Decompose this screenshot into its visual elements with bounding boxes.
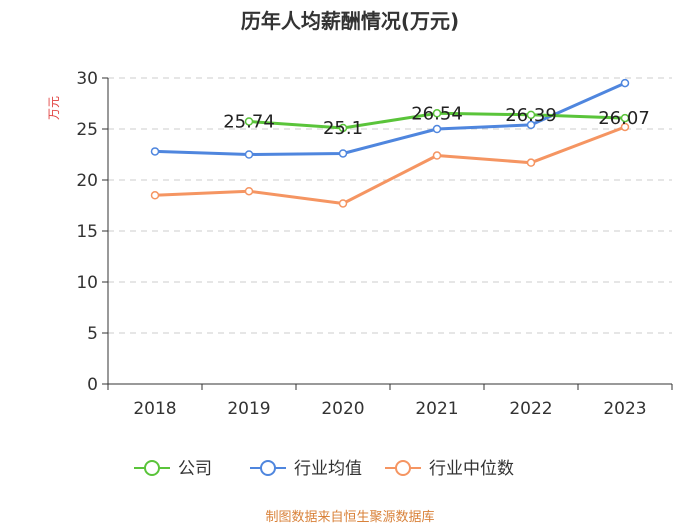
point-s2-2018 <box>150 191 160 200</box>
point-s2-2023 <box>620 122 630 132</box>
point-s1-2020 <box>338 149 348 158</box>
point-s2-2020 <box>338 199 348 208</box>
x-tick-label-2020: 2020 <box>321 399 364 419</box>
point-s1-2022 <box>526 120 536 130</box>
data-label-2023: 26.07 <box>598 108 650 129</box>
data-label-2022: 26.39 <box>505 105 557 126</box>
legend-item-0[interactable]: 公司 <box>134 459 212 479</box>
data-label-2020: 25.1 <box>323 118 363 139</box>
gridlines <box>108 77 672 334</box>
y-tick-label-15: 15 <box>76 222 98 242</box>
point-s2-2021 <box>432 151 442 160</box>
legend-label-2: 行业中位数 <box>429 459 514 479</box>
legend-label-1: 行业均值 <box>294 459 362 479</box>
point-s1-2021 <box>432 124 442 134</box>
legend-label-0: 公司 <box>178 459 212 479</box>
source-note: 制图数据来自恒生聚源数据库 <box>265 509 434 525</box>
data-label-2021: 26.54 <box>411 103 463 124</box>
point-s1-2018 <box>150 147 160 156</box>
legend-item-2[interactable]: 行业中位数 <box>385 459 514 479</box>
y-tick-label-10: 10 <box>76 273 98 293</box>
series-lines <box>150 78 630 208</box>
point-s0-2019 <box>244 117 254 126</box>
point-s0-2022 <box>526 110 536 120</box>
data-label-2019: 25.74 <box>223 111 275 132</box>
point-s0-2023 <box>620 113 630 123</box>
y-tick-label-5: 5 <box>87 324 98 344</box>
x-tick-label-2019: 2019 <box>227 399 270 419</box>
legend-item-1[interactable]: 行业均值 <box>250 459 362 479</box>
x-tick-label-2021: 2021 <box>415 399 458 419</box>
point-s0-2020 <box>338 123 348 133</box>
chart-title: 历年人均薪酬情况(万元) <box>241 9 459 33</box>
legend-swatch-marker-0 <box>144 460 160 476</box>
y-tick-label-0: 0 <box>87 375 98 395</box>
legend-swatch-marker-2 <box>395 460 411 476</box>
data-labels: 25.74 25.1 26.54 26.39 26.07 <box>223 103 650 139</box>
axes: 0 5 10 15 20 25 30 2018 2019 2020 2021 2022 2023 <box>76 69 673 419</box>
point-s0-2021 <box>432 109 442 118</box>
x-tick-label-2023: 2023 <box>603 399 646 419</box>
y-axis-label: 万元 <box>47 96 61 120</box>
series-line-1 <box>154 81 626 156</box>
x-tick-label-2018: 2018 <box>133 399 176 419</box>
series-line-2 <box>154 125 626 205</box>
y-tick-label-30: 30 <box>76 69 98 89</box>
point-s2-2019 <box>244 186 254 196</box>
point-s2-2022 <box>526 158 536 167</box>
x-tick-label-2022: 2022 <box>509 399 552 419</box>
y-tick-label-20: 20 <box>76 171 98 191</box>
point-s1-2019 <box>244 150 254 159</box>
y-tick-label-25: 25 <box>76 120 98 140</box>
legend[interactable]: 公司 行业均值 行业中位数 <box>134 459 514 479</box>
point-s1-2023 <box>620 78 630 88</box>
legend-swatch-marker-1 <box>260 460 276 476</box>
